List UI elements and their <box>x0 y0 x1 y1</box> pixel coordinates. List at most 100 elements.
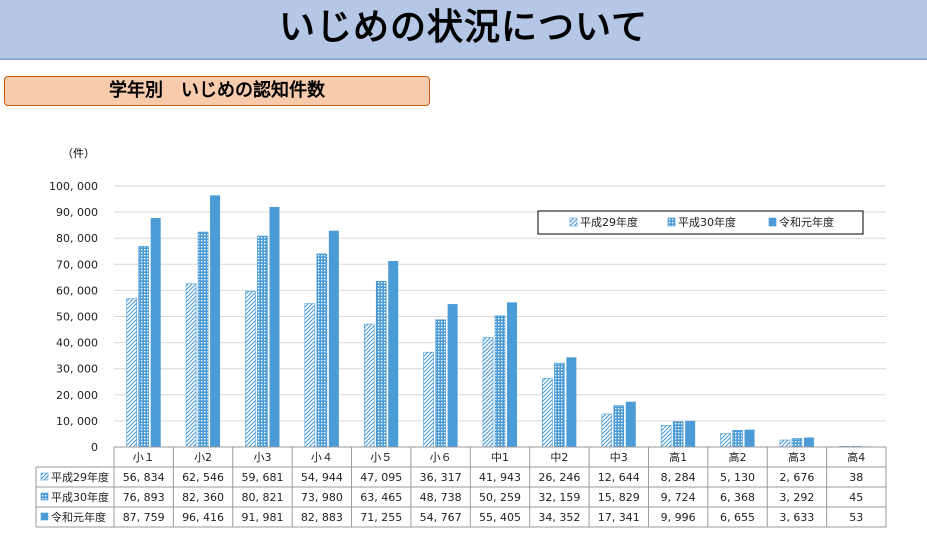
data-cell: 55, 405 <box>479 511 521 524</box>
bar <box>423 351 434 448</box>
bar <box>660 425 672 448</box>
category-label: 高3 <box>788 450 806 464</box>
data-cell: 62, 546 <box>182 471 224 484</box>
bar <box>779 439 791 448</box>
data-cell: 71, 255 <box>360 511 402 524</box>
bar <box>363 323 375 448</box>
y-tick-label: 40, 000 <box>56 337 98 350</box>
row-series-name: 令和元年度 <box>51 510 106 524</box>
data-cell: 3, 633 <box>779 511 814 524</box>
bar <box>791 438 803 448</box>
y-tick-label: 30, 000 <box>56 363 98 376</box>
data-cell: 87, 759 <box>123 511 165 524</box>
data-cell: 54, 767 <box>420 511 462 524</box>
row-series-name: 平成30年度 <box>51 490 109 504</box>
data-cell: 80, 821 <box>241 491 283 504</box>
data-cell: 54, 944 <box>301 471 343 484</box>
row-legend-key <box>40 472 49 481</box>
data-cell: 82, 360 <box>182 491 224 504</box>
data-cell: 34, 352 <box>538 511 580 524</box>
category-label: 高2 <box>729 450 747 464</box>
y-tick-label: 20, 000 <box>56 389 98 402</box>
bar <box>542 378 553 448</box>
data-cell: 59, 681 <box>241 471 283 484</box>
data-cell: 47, 095 <box>360 471 402 484</box>
bar <box>613 405 625 448</box>
bar <box>720 433 731 448</box>
bar <box>245 290 256 448</box>
category-label: 中1 <box>491 451 509 464</box>
row-series-name: 平成29年度 <box>51 470 109 484</box>
data-cell: 53 <box>849 511 863 524</box>
data-cell: 15, 829 <box>598 491 640 504</box>
data-cell: 8, 284 <box>661 471 696 484</box>
data-cell: 6, 655 <box>720 511 755 524</box>
bar <box>601 413 613 448</box>
row-legend-key <box>40 512 49 521</box>
y-tick-label: 90, 000 <box>56 206 98 219</box>
legend-swatch <box>569 217 578 227</box>
header-bar: いじめの状況について <box>0 0 927 60</box>
bar <box>803 437 814 447</box>
page-title: いじめの状況について <box>279 7 648 48</box>
y-tick-label: 70, 000 <box>56 258 98 271</box>
bar <box>328 230 339 447</box>
data-cell: 32, 159 <box>538 491 580 504</box>
bar <box>197 231 209 448</box>
bar <box>447 304 458 447</box>
y-tick-label: 60, 000 <box>56 284 98 297</box>
bar <box>744 429 755 447</box>
category-label: 高1 <box>669 450 687 464</box>
data-cell: 41, 943 <box>479 471 521 484</box>
bar <box>685 420 696 447</box>
data-cell: 82, 883 <box>301 511 343 524</box>
y-tick-label: 0 <box>91 441 98 454</box>
data-cell: 45 <box>849 491 863 504</box>
bar <box>257 235 268 448</box>
category-label: 小６ <box>430 451 452 464</box>
y-tick-label: 80, 000 <box>56 232 98 245</box>
category-label: 小５ <box>370 451 392 464</box>
data-cell: 9, 724 <box>661 491 696 504</box>
category-label: 中3 <box>610 451 628 464</box>
bar <box>566 357 577 447</box>
bar <box>494 315 506 448</box>
bar <box>388 261 399 447</box>
category-label: 小2 <box>194 451 212 464</box>
bar <box>126 298 137 448</box>
category-label: 小４ <box>311 451 333 464</box>
bar <box>625 401 636 447</box>
bar <box>210 195 221 447</box>
bar <box>304 303 316 448</box>
data-cell: 3, 292 <box>779 491 814 504</box>
y-tick-label: 100, 000 <box>49 180 98 193</box>
bar <box>150 217 161 447</box>
bar <box>185 283 197 448</box>
data-cell: 91, 981 <box>241 511 283 524</box>
legend-label: 令和元年度 <box>779 215 834 229</box>
data-cell: 2, 676 <box>779 471 814 484</box>
section-heading-box: 学年別 いじめの認知件数 <box>4 76 430 106</box>
category-label: 中2 <box>550 451 568 464</box>
data-cell: 6, 368 <box>720 491 755 504</box>
y-tick-label: 10, 000 <box>56 415 98 428</box>
section-title: 学年別 いじめの認知件数 <box>109 80 325 101</box>
data-cell: 17, 341 <box>598 511 640 524</box>
bar <box>138 246 149 448</box>
category-label: 高4 <box>847 450 865 464</box>
bar <box>554 362 565 448</box>
data-cell: 50, 259 <box>479 491 521 504</box>
y-tick-label: 50, 000 <box>56 311 98 324</box>
row-legend-key <box>40 492 49 501</box>
data-cell: 56, 834 <box>123 471 165 484</box>
legend-label: 平成30年度 <box>678 215 736 229</box>
data-cell: 96, 416 <box>182 511 224 524</box>
legend-swatch <box>667 217 676 227</box>
data-cell: 5, 130 <box>720 471 755 484</box>
category-label: 小3 <box>253 451 271 464</box>
bar <box>507 302 517 447</box>
data-cell: 12, 644 <box>598 471 640 484</box>
data-cell: 48, 738 <box>420 491 462 504</box>
category-label: 小１ <box>133 451 155 464</box>
